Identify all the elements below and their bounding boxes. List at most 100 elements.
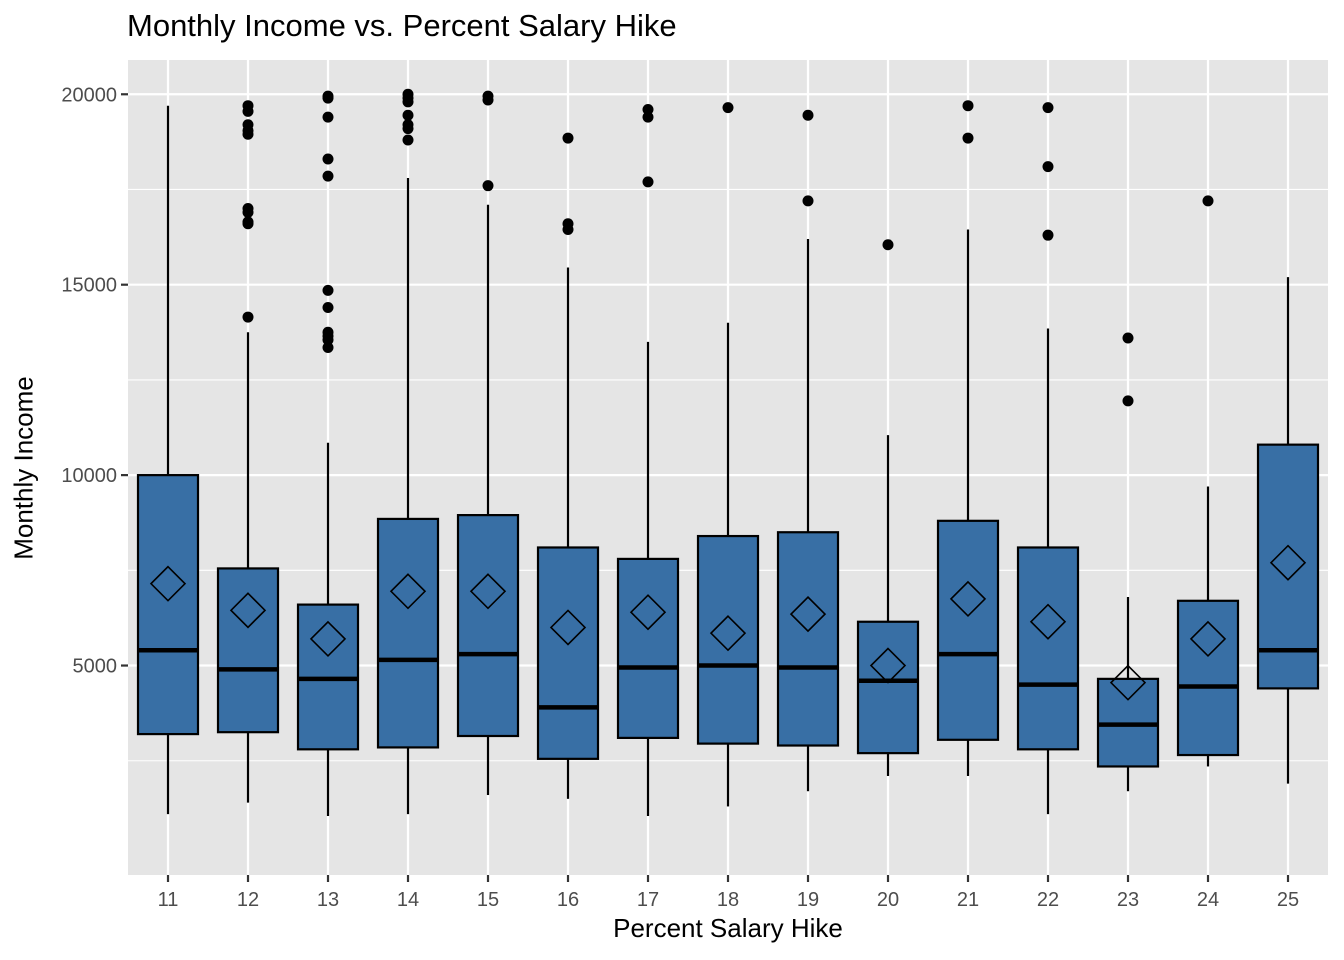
- x-tick-label: 23: [1117, 889, 1139, 911]
- x-tick-label: 20: [877, 889, 899, 911]
- box-group-22: [1016, 102, 1080, 815]
- mean-diamond: [1269, 544, 1307, 581]
- box-group-15: [456, 90, 520, 796]
- outlier-point: [402, 134, 414, 146]
- box-group-13: [296, 90, 360, 816]
- box: [1256, 443, 1320, 690]
- x-tick-label: 14: [397, 889, 419, 911]
- x-tick-label: 24: [1197, 889, 1219, 911]
- box: [136, 474, 200, 736]
- mean-diamond: [709, 615, 747, 652]
- outlier-point: [802, 109, 814, 121]
- box: [936, 519, 1000, 741]
- box: [776, 531, 840, 747]
- boxes-layer: [136, 88, 1320, 816]
- outlier-point: [402, 88, 414, 100]
- outlier-point: [962, 132, 974, 144]
- outlier-point: [402, 109, 414, 121]
- outlier-point: [322, 302, 334, 314]
- y-tick-label: 15000: [61, 275, 117, 297]
- x-tick-label: 12: [237, 889, 259, 911]
- x-tick-label: 11: [158, 889, 179, 911]
- outlier-point: [962, 100, 974, 112]
- y-axis-label: Monthly Income: [8, 376, 39, 560]
- outlier-point: [242, 216, 254, 228]
- outlier-point: [322, 111, 334, 123]
- outlier-point: [1122, 395, 1134, 407]
- outlier-point: [642, 104, 654, 116]
- box-group-18: [696, 102, 760, 807]
- outlier-point: [242, 311, 254, 323]
- box-group-11: [136, 105, 200, 815]
- mean-diamond: [309, 620, 347, 658]
- outlier-point: [562, 218, 574, 230]
- outlier-point: [242, 100, 254, 112]
- box: [1176, 599, 1240, 757]
- y-tick-label: 5000: [73, 656, 118, 678]
- outlier-point: [322, 284, 334, 296]
- outlier-point: [402, 119, 414, 131]
- x-tick-label: 16: [557, 889, 579, 911]
- outlier-point: [562, 132, 574, 144]
- outlier-point: [1202, 195, 1214, 207]
- outlier-point: [242, 203, 254, 215]
- box-group-19: [776, 109, 840, 792]
- outlier-point: [722, 102, 734, 114]
- outlier-point: [1122, 332, 1134, 344]
- outlier-point: [322, 342, 334, 354]
- box: [1016, 546, 1080, 751]
- box: [536, 546, 600, 760]
- outlier-point: [322, 90, 334, 102]
- outlier-point: [322, 170, 334, 182]
- box-group-12: [216, 100, 280, 803]
- outlier-point: [482, 180, 494, 192]
- mean-diamond: [869, 647, 907, 684]
- outlier-point: [322, 326, 334, 338]
- mean-diamond: [1109, 664, 1147, 701]
- mean-diamond: [629, 594, 667, 631]
- mean-diamond: [1189, 620, 1227, 658]
- box: [456, 514, 520, 738]
- mean-diamond: [549, 609, 587, 646]
- mean-diamond: [949, 580, 987, 618]
- x-tick-label: 18: [717, 889, 739, 911]
- box-group-16: [536, 132, 600, 799]
- box: [616, 557, 680, 739]
- box: [376, 517, 440, 749]
- outlier-point: [322, 153, 334, 165]
- box: [216, 567, 280, 734]
- outlier-point: [1042, 161, 1054, 173]
- chart-title: Monthly Income vs. Percent Salary Hike: [127, 8, 677, 43]
- x-tick-label: 17: [637, 889, 659, 911]
- axes-layer: 5000 10000 15000 20000 11 12 13 14 15 16 17 18 19 20 2…: [61, 84, 1299, 911]
- x-tick-label: 22: [1037, 889, 1059, 911]
- mean-diamond: [789, 595, 827, 633]
- box-group-24: [1176, 195, 1240, 767]
- mean-diamond: [389, 573, 427, 610]
- box-group-20: [856, 239, 920, 776]
- box: [696, 534, 760, 745]
- box-group-21: [936, 100, 1000, 776]
- outlier-point: [1042, 102, 1054, 114]
- box-group-25: [1256, 277, 1320, 784]
- outlier-point: [642, 111, 654, 123]
- outlier-point: [482, 90, 494, 102]
- x-tick-label: 21: [957, 889, 979, 911]
- mean-diamond: [1029, 603, 1067, 640]
- box: [856, 620, 920, 755]
- mean-diamond: [469, 573, 507, 610]
- x-tick-label: 19: [797, 889, 819, 911]
- box-group-14: [376, 88, 440, 815]
- x-tick-label: 13: [317, 889, 339, 911]
- outlier-point: [882, 239, 894, 251]
- mean-diamond: [229, 592, 267, 629]
- box-group-17: [616, 104, 680, 816]
- x-tick-label: 25: [1277, 889, 1299, 911]
- outlier-point: [1042, 229, 1054, 241]
- mean-diamond: [149, 565, 187, 602]
- outlier-point: [642, 176, 654, 188]
- outlier-point: [242, 119, 254, 131]
- box-group-23: [1096, 332, 1160, 792]
- x-tick-label: 15: [477, 889, 499, 911]
